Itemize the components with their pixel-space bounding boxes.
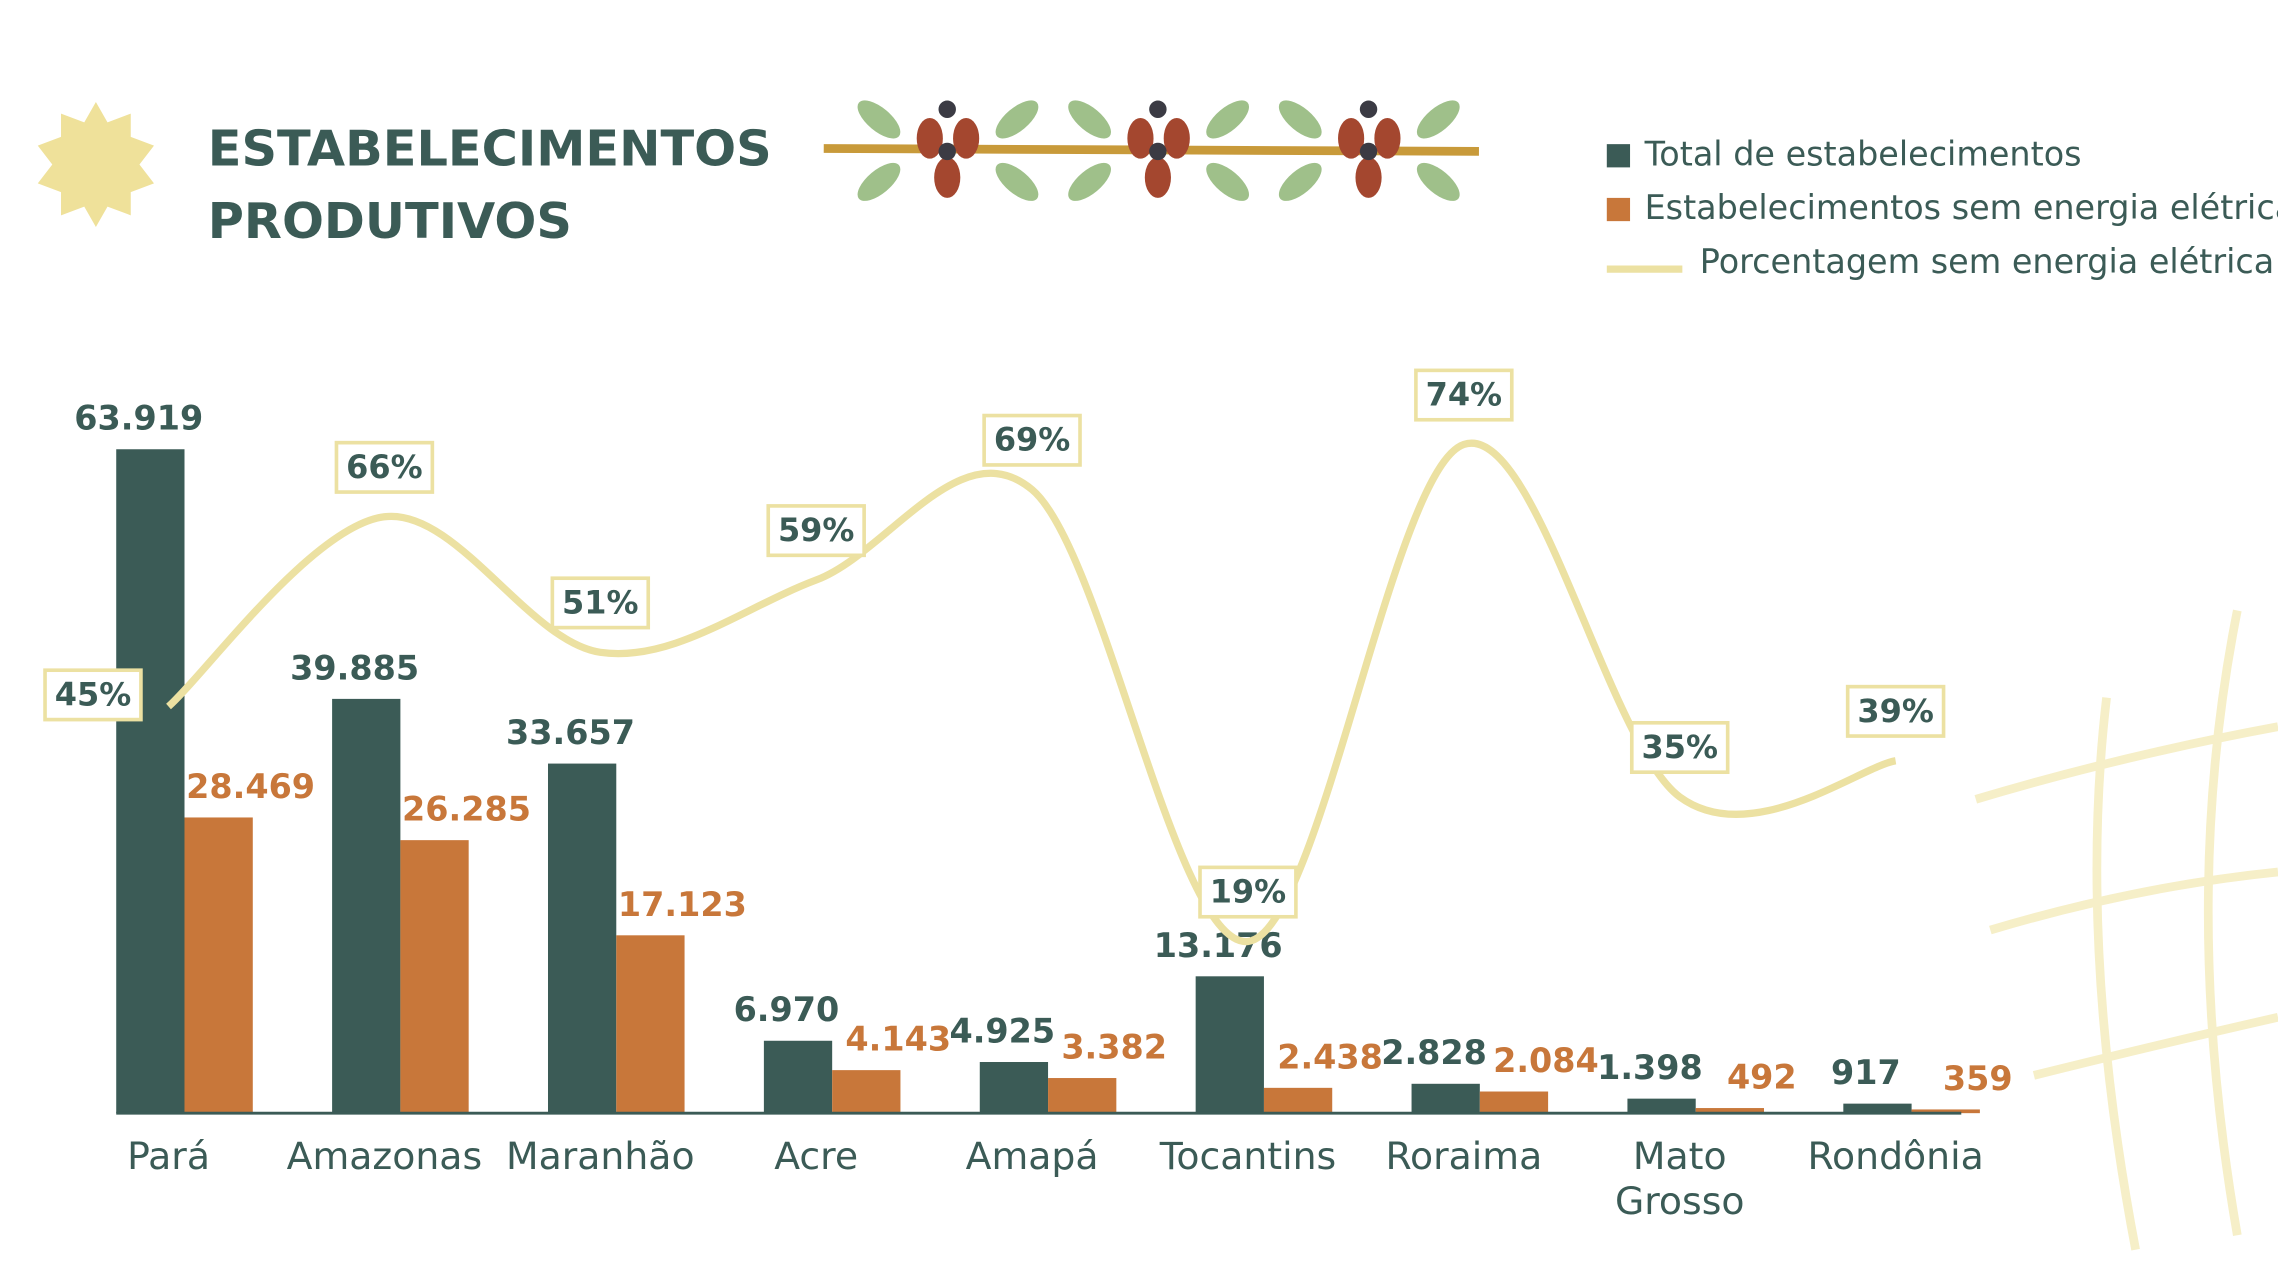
label-box — [334, 440, 435, 494]
value-label: 492 — [1727, 1057, 1797, 1096]
x-tick-label: Amapá — [966, 1134, 1099, 1178]
legend-label: Porcentagem sem energia elétrica — [1700, 242, 2274, 281]
x-tick-label: Mato Grosso — [1615, 1134, 1745, 1223]
bar — [616, 935, 685, 1114]
value-label: 69% — [994, 421, 1070, 459]
value-label: 33.657 — [506, 713, 635, 752]
value-label: 19% — [1210, 873, 1286, 911]
bar — [763, 1040, 833, 1114]
point-label: 19% — [1198, 865, 1298, 919]
legend-swatch — [1606, 197, 1631, 222]
bar — [1695, 1108, 1764, 1114]
value-label: 74% — [1426, 376, 1502, 414]
bar — [1263, 1087, 1333, 1114]
value-label: 59% — [778, 511, 854, 549]
bar — [832, 1070, 901, 1114]
value-label: 4.143 — [845, 1020, 951, 1059]
bar — [1627, 1098, 1696, 1114]
value-label: 63.919 — [74, 399, 203, 438]
point-label: 74% — [1414, 368, 1514, 422]
bar — [1843, 1103, 1912, 1114]
label-box — [1198, 865, 1298, 919]
legend-swatch — [1606, 144, 1631, 168]
value-label: 17.123 — [618, 885, 747, 924]
bar — [116, 449, 185, 1114]
label-box — [982, 413, 1082, 467]
point-label: 51% — [550, 576, 651, 630]
bar — [1911, 1109, 1980, 1114]
chart-title: ESTABELECIMENTOS PRODUTIVOS — [208, 119, 772, 250]
x-tick-label: Acre — [774, 1134, 858, 1178]
value-label: 39.885 — [290, 648, 419, 687]
x-tick-label: Maranhão — [506, 1134, 695, 1178]
bar — [979, 1062, 1049, 1114]
value-label: 51% — [562, 583, 638, 621]
value-label: 2.828 — [1381, 1033, 1487, 1072]
value-label: 39% — [1857, 692, 1933, 730]
bar — [400, 840, 469, 1114]
value-label: 26.285 — [402, 790, 531, 829]
bar — [1048, 1078, 1117, 1114]
legend-label: Total de estabelecimentos — [1644, 134, 2082, 173]
x-tick-label: Rondônia — [1808, 1134, 1984, 1178]
bar — [1411, 1083, 1480, 1114]
point-label: 66% — [334, 440, 435, 494]
label-box — [43, 668, 143, 722]
x-tick-label: Roraima — [1385, 1134, 1542, 1178]
label-box — [1845, 684, 1946, 738]
value-label: 28.469 — [186, 767, 315, 806]
value-label: 3.382 — [1061, 1027, 1167, 1066]
x-tick-label: Pará — [127, 1134, 210, 1178]
bar — [332, 698, 401, 1114]
decoration — [37, 100, 2278, 1251]
point-label: 39% — [1845, 684, 1946, 738]
value-label: 2.438 — [1277, 1037, 1383, 1076]
label-box — [766, 504, 866, 558]
value-label: 45% — [55, 675, 131, 713]
value-label: 359 — [1943, 1059, 2013, 1098]
x-tick-label: Tocantins — [1159, 1134, 1337, 1178]
point-label: 69% — [982, 413, 1082, 467]
x-tick-label: Amazonas — [287, 1134, 482, 1178]
value-label: 66% — [346, 448, 422, 486]
label-box — [1629, 720, 1730, 775]
bar — [184, 817, 253, 1114]
label-box — [1414, 368, 1514, 422]
point-label: 35% — [1629, 720, 1730, 775]
value-label: 6.970 — [734, 990, 840, 1029]
value-label: 35% — [1641, 728, 1717, 766]
point-label: 45% — [43, 668, 143, 722]
label-box — [550, 576, 651, 630]
value-label: 1.398 — [1597, 1048, 1703, 1087]
legend-label: Estabelecimentos sem energia elétrica — [1645, 188, 2278, 227]
value-label: 2.084 — [1493, 1041, 1599, 1080]
value-label: 4.925 — [949, 1011, 1055, 1050]
value-label: 917 — [1831, 1053, 1901, 1092]
bar — [1479, 1091, 1549, 1114]
bar — [547, 763, 617, 1114]
point-label: 59% — [766, 504, 866, 558]
line — [166, 439, 1897, 946]
bar — [1195, 976, 1264, 1114]
